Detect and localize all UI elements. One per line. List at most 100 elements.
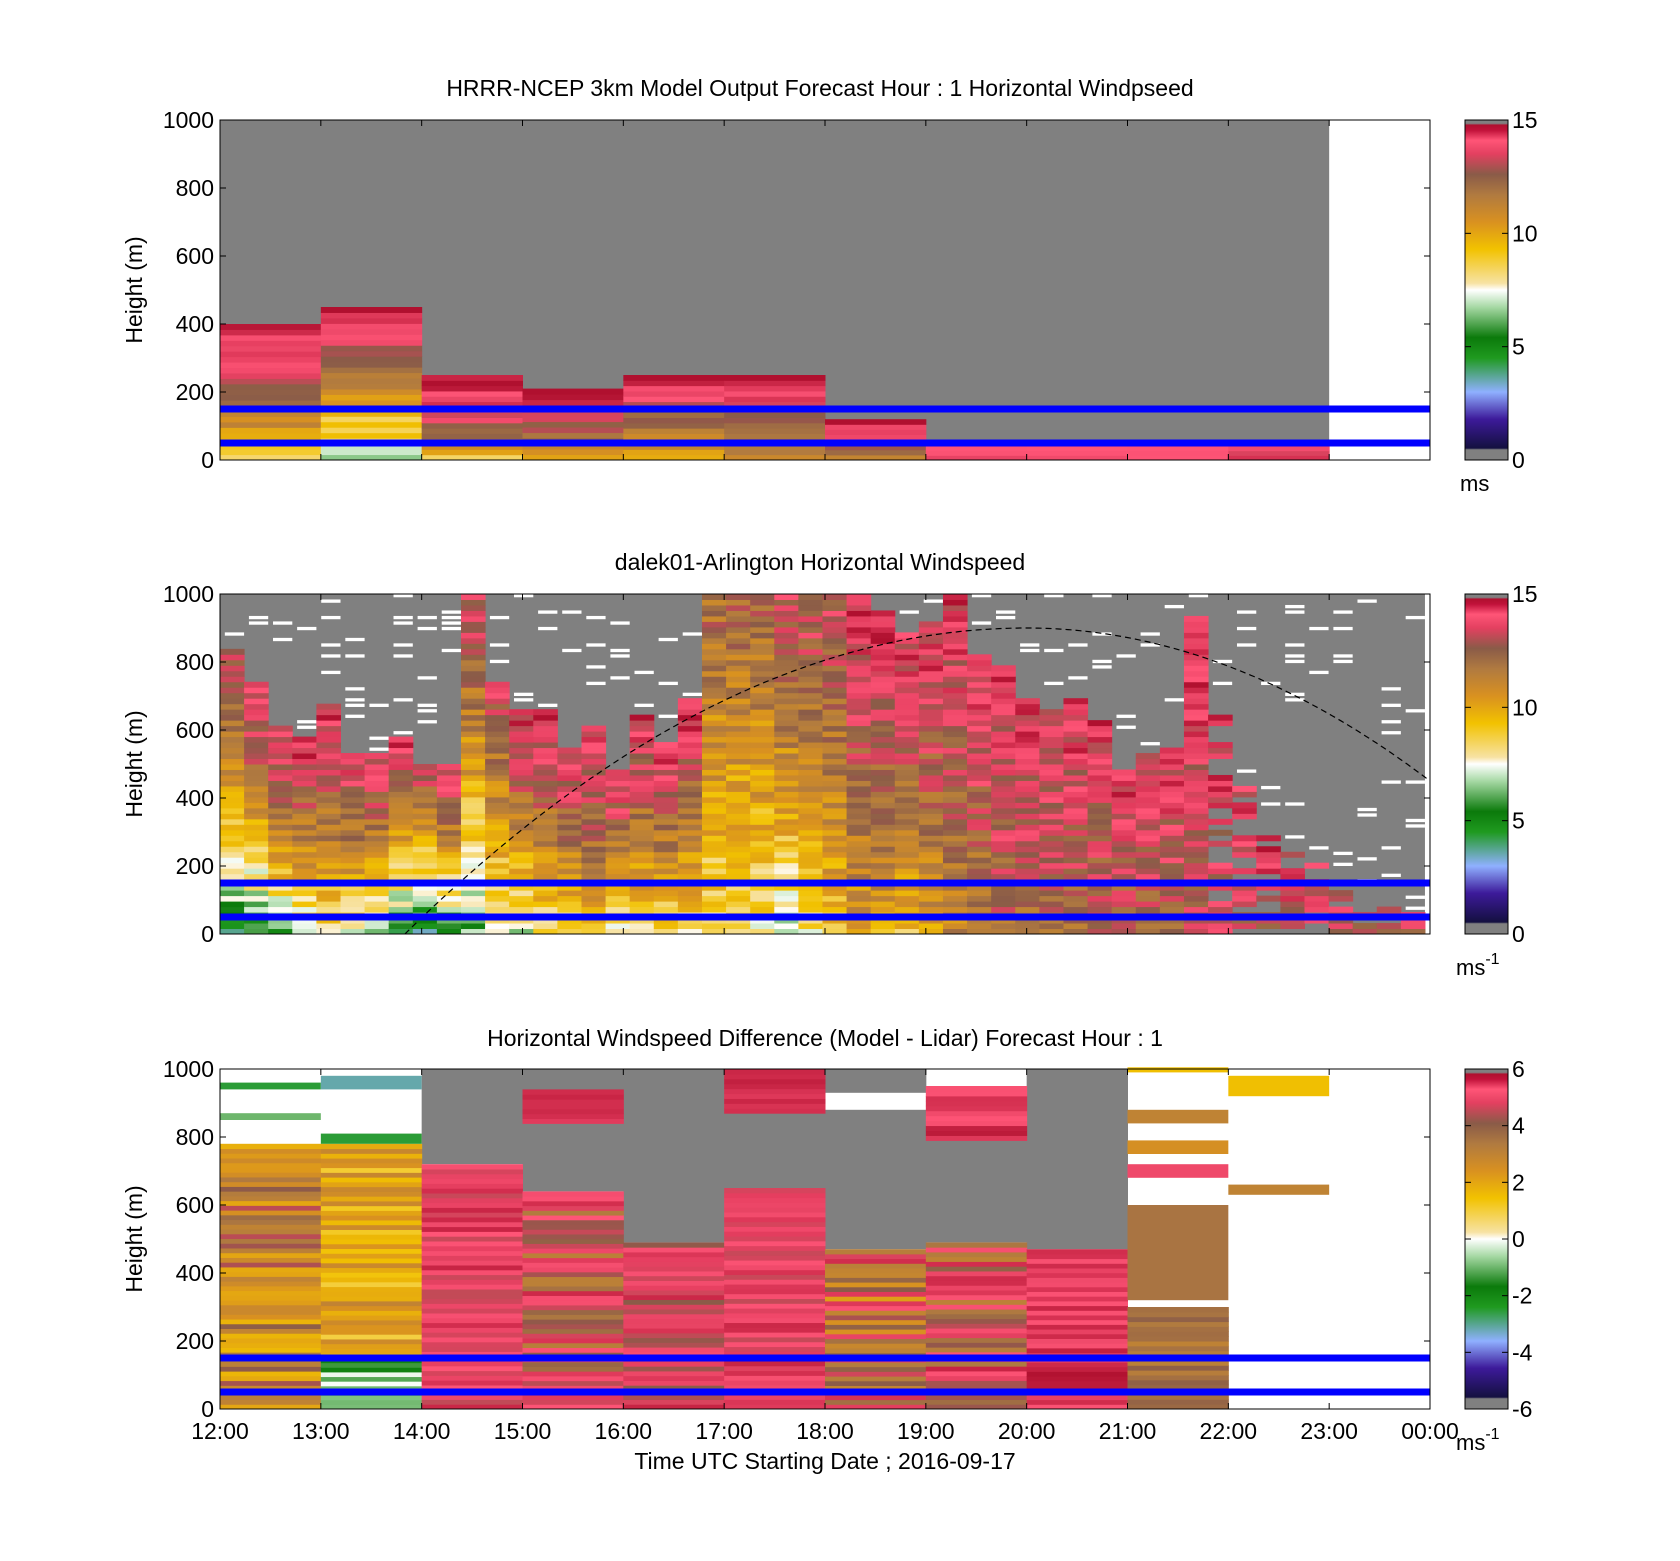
heatmap-cell bbox=[750, 720, 775, 727]
heatmap-cell bbox=[825, 1338, 927, 1344]
heatmap-cell bbox=[750, 643, 775, 650]
heatmap-cell bbox=[320, 1338, 423, 1345]
heatmap-cell bbox=[825, 1268, 927, 1274]
heatmap-cell bbox=[701, 851, 727, 858]
heatmap-cell bbox=[220, 917, 245, 924]
heatmap-cell bbox=[894, 681, 920, 688]
heatmap-cell bbox=[942, 709, 968, 716]
panel-3-colorbar-units-exponent: -1 bbox=[1485, 1426, 1499, 1443]
heatmap-cell bbox=[1183, 648, 1209, 655]
heatmap-cell bbox=[509, 868, 534, 875]
heatmap-cell bbox=[918, 857, 944, 864]
heatmap-cell bbox=[724, 1327, 826, 1333]
heatmap-cell bbox=[460, 835, 486, 842]
gap-cell bbox=[1333, 659, 1353, 664]
heatmap-cell bbox=[605, 873, 631, 880]
heatmap-cell bbox=[846, 665, 872, 672]
heatmap-cell bbox=[292, 846, 317, 853]
heatmap-cell bbox=[1039, 923, 1064, 930]
heatmap-cell bbox=[581, 923, 607, 930]
heatmap-cell bbox=[942, 654, 968, 661]
heatmap-cell bbox=[268, 851, 293, 858]
heatmap-cell bbox=[244, 895, 269, 902]
heatmap-cell bbox=[677, 835, 703, 842]
gap-cell bbox=[1164, 604, 1184, 609]
heatmap-cell bbox=[1039, 829, 1064, 836]
gap-cell bbox=[417, 720, 437, 724]
heatmap-cell bbox=[629, 780, 655, 787]
heatmap-cell bbox=[846, 687, 872, 694]
heatmap-cell bbox=[918, 742, 944, 749]
heatmap-cell bbox=[316, 829, 341, 836]
heatmap-cell bbox=[605, 829, 631, 836]
heatmap-cell bbox=[533, 928, 558, 935]
heatmap-cell bbox=[522, 1347, 624, 1353]
heatmap-cell bbox=[894, 835, 920, 842]
heatmap-cell bbox=[870, 840, 896, 847]
heatmap-cell bbox=[967, 824, 992, 831]
heatmap-cell bbox=[653, 851, 679, 858]
heatmap-cell bbox=[522, 1375, 624, 1382]
heatmap-cell bbox=[918, 720, 944, 727]
heatmap-cell bbox=[220, 1257, 322, 1263]
heatmap-cell bbox=[292, 923, 317, 930]
heatmap-cell bbox=[822, 774, 848, 781]
heatmap-cell bbox=[991, 818, 1016, 825]
heatmap-cell bbox=[822, 835, 848, 842]
heatmap-cell bbox=[846, 692, 872, 699]
heatmap-cell bbox=[1135, 851, 1161, 858]
heatmap-cell bbox=[388, 846, 414, 853]
heatmap-cell bbox=[942, 676, 968, 683]
heatmap-cell bbox=[870, 895, 896, 902]
x-tick-label: 17:00 bbox=[695, 1418, 753, 1444]
heatmap-cell bbox=[726, 824, 751, 831]
heatmap-cell bbox=[220, 421, 322, 428]
heatmap-cell bbox=[292, 917, 317, 924]
heatmap-cell bbox=[320, 449, 423, 456]
heatmap-cell bbox=[846, 895, 872, 902]
heatmap-cell bbox=[522, 1342, 624, 1349]
heatmap-cell bbox=[925, 1247, 1028, 1253]
heatmap-cell bbox=[220, 356, 322, 363]
heatmap-cell bbox=[750, 901, 775, 908]
heatmap-cell bbox=[436, 895, 462, 902]
heatmap-cell bbox=[798, 632, 823, 639]
heatmap-cell bbox=[316, 840, 341, 847]
heatmap-cell bbox=[244, 873, 269, 880]
heatmap-cell bbox=[220, 676, 245, 683]
heatmap-cell bbox=[942, 796, 968, 803]
gap-cell bbox=[1285, 802, 1305, 806]
heatmap-cell bbox=[581, 901, 607, 908]
heatmap-cell bbox=[925, 1251, 1028, 1258]
heatmap-cell bbox=[581, 807, 607, 814]
heatmap-cell bbox=[244, 742, 269, 749]
heatmap-cell bbox=[1111, 890, 1137, 897]
heatmap-cell bbox=[629, 824, 655, 831]
heatmap-cell bbox=[750, 807, 775, 814]
heatmap-cell bbox=[846, 731, 872, 738]
heatmap-cell bbox=[750, 610, 775, 617]
heatmap-cell bbox=[798, 709, 823, 716]
heatmap-cell bbox=[991, 774, 1016, 781]
heatmap-cell bbox=[421, 1178, 523, 1184]
heatmap-cell bbox=[509, 709, 534, 716]
heatmap-cell bbox=[388, 802, 414, 809]
heatmap-cell bbox=[724, 1365, 826, 1372]
heatmap-cell bbox=[1183, 665, 1209, 672]
heatmap-cell bbox=[798, 725, 823, 732]
heatmap-cell bbox=[894, 774, 920, 781]
heatmap-cell bbox=[967, 796, 992, 803]
heatmap-cell bbox=[1039, 851, 1064, 858]
heatmap-cell bbox=[460, 802, 486, 809]
heatmap-cell bbox=[244, 917, 269, 924]
heatmap-cell bbox=[623, 1328, 725, 1334]
heatmap-cell bbox=[412, 780, 438, 787]
heatmap-cell bbox=[991, 758, 1016, 765]
heatmap-cell bbox=[364, 758, 390, 765]
heatmap-cell bbox=[750, 637, 775, 644]
heatmap-cell bbox=[557, 890, 582, 897]
heatmap-cell bbox=[724, 390, 826, 397]
heatmap-cell bbox=[825, 454, 927, 461]
heatmap-cell bbox=[894, 692, 920, 699]
heatmap-cell bbox=[320, 312, 423, 319]
